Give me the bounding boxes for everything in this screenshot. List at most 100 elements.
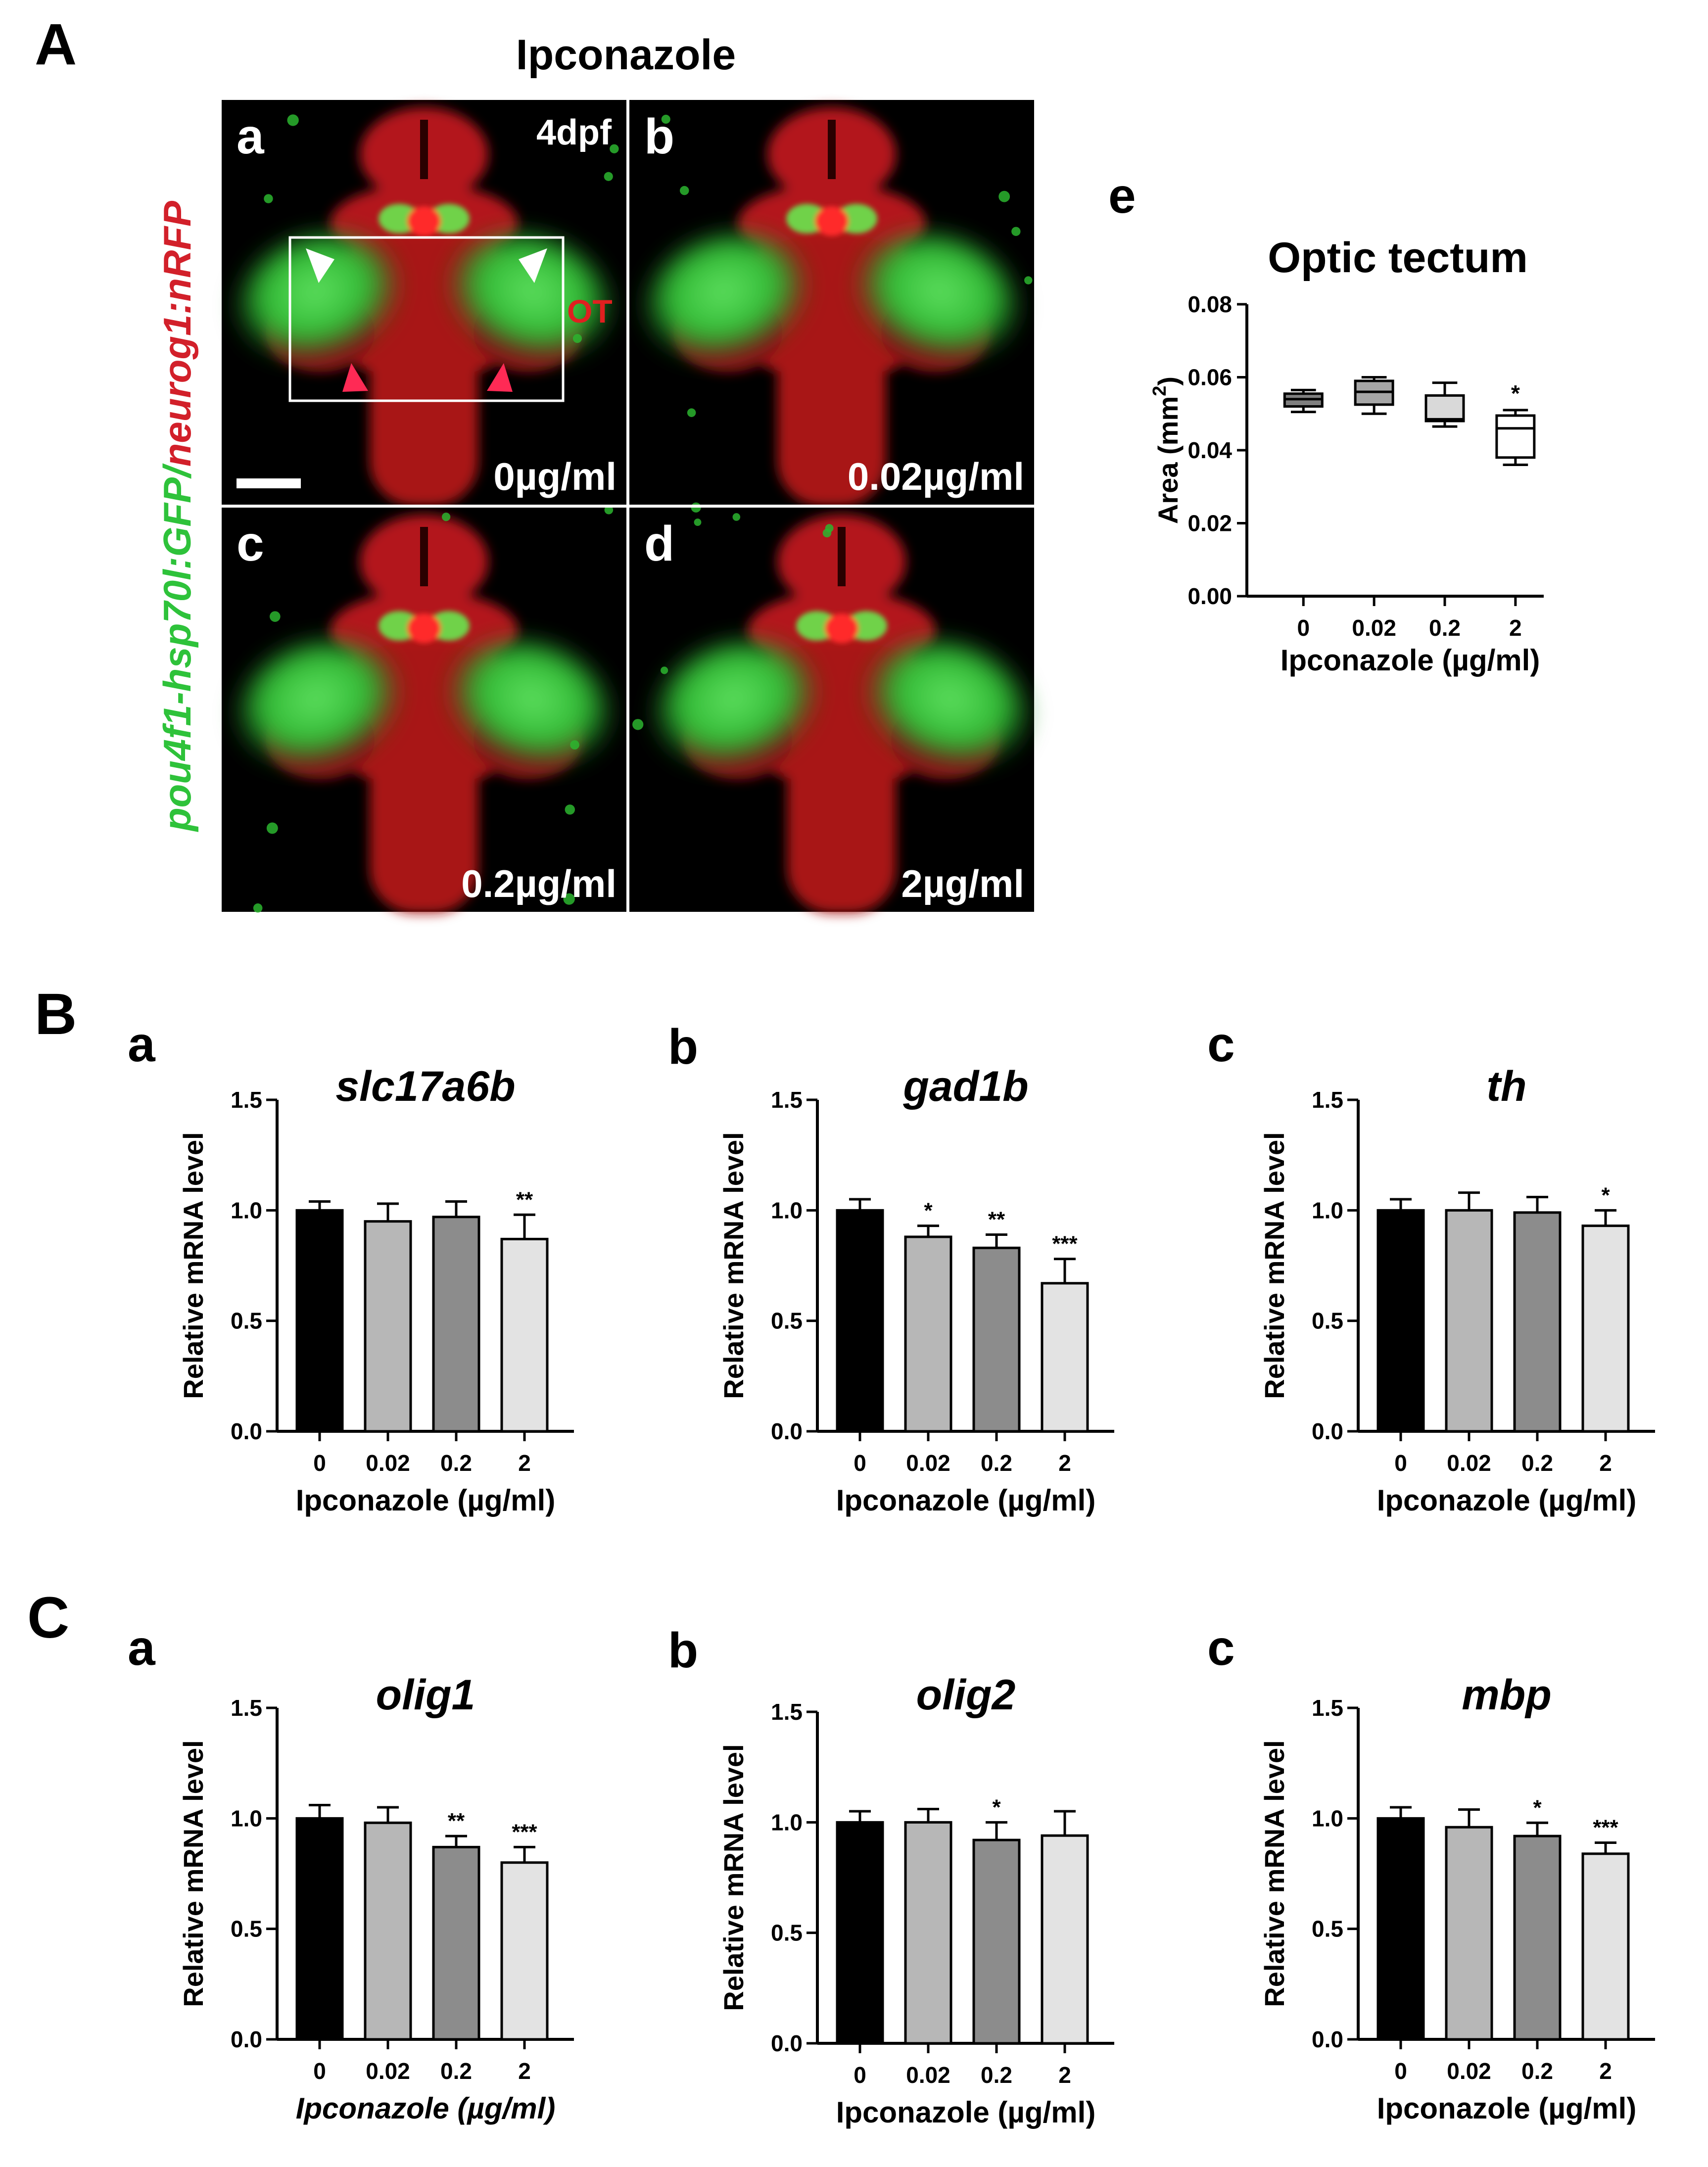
x-axis-label: Ipconazole (µg/ml) [836,2096,1096,2129]
y-tick-label: 1.0 [231,1805,262,1831]
chart-letter: a [128,1620,156,1676]
bar [295,1209,344,1433]
chart-letter: b [668,1019,698,1075]
y-tick-label: 0.0 [231,1418,262,1444]
significance-label: * [924,1199,933,1223]
y-tick-label: 1.0 [771,1809,803,1835]
x-tick-label: 0.02 [906,2062,950,2088]
ventricle-dark [828,120,836,179]
arrowhead-white-right [519,248,547,283]
x-axis-label: Ipconazole (µg/ml) [296,1484,556,1517]
x-tick-label: 0.2 [1429,615,1461,641]
significance-label: * [1533,1795,1542,1820]
bar [432,1845,480,2041]
y-axis-label: Relative mRNA level [1259,1132,1290,1399]
bar [1581,1852,1630,2041]
tectum-green-right [448,638,613,772]
small-nuclei [379,611,470,643]
y-tick-label: 1.0 [1312,1805,1343,1831]
hindbrain-red [370,337,478,506]
small-nuclei [796,611,887,643]
chart-title: gad1b [902,1063,1028,1110]
scattered-green-cell [694,518,702,526]
scattered-green-cell [269,611,281,622]
bar [1041,1282,1089,1433]
y-axis-label: Relative mRNA level [178,1740,209,2007]
x-axis-label: Ipconazole (µg/ml) [1281,644,1540,677]
bar [1376,1817,1425,2041]
scattered-green-cell [266,822,278,834]
x-tick-label: 0.2 [440,2058,472,2084]
tectum-green-left [235,638,400,772]
x-tick-label: 0.2 [981,2062,1012,2088]
bar [904,1235,952,1433]
x-tick-label: 0.2 [1521,1450,1553,1476]
green-tectum-signal [643,231,1021,365]
small-nuclei [379,204,470,236]
tile-letter: b [644,109,674,164]
hindbrain-red [370,745,478,913]
y-axis-label: Relative mRNA level [178,1132,209,1399]
y-tick-label: 0.5 [231,1916,262,1942]
x-tick-label: 0.02 [366,2058,410,2084]
nucleus-red-center [825,613,858,643]
y-tick-label: 0.5 [771,1308,803,1334]
scattered-green-cell [565,804,575,815]
panel-letter-B: B [35,982,77,1047]
micrograph-y-label-red: neurog1:nRFP [155,200,199,467]
y-tick-label: 0.5 [771,1920,803,1946]
scattered-green-cell [570,740,579,750]
y-tick-label: 0.02 [1187,511,1232,536]
bar [500,1861,549,2041]
y-tick-label: 0.5 [1312,1916,1343,1942]
chart-th: c th 0.0 0.5 1.0 1.5 0 0.02 0.2 2 * Ipconazole (µg/… [1207,1017,1655,1517]
y-tick-label: 0.0 [1312,2026,1343,2052]
x-tick-label: 0.2 [1521,2058,1553,2084]
scattered-green-cell [610,144,619,154]
scattered-green-cell [632,719,644,730]
y-tick-label: 0.5 [231,1308,262,1334]
significance-label: ** [448,1809,465,1833]
chart-title: mbp [1462,1671,1552,1719]
y-tick-label: 1.0 [771,1197,803,1223]
y-tick-label: 1.5 [231,1087,262,1113]
chart-title: slc17a6b [335,1063,515,1110]
chart-title: olig1 [376,1671,475,1719]
small-nuclei [786,204,877,236]
x-tick-label: 0.02 [906,1450,950,1476]
significance-label: * [1511,380,1520,406]
x-tick-label: 0 [1297,615,1310,641]
x-axis-label: Ipconazole (µg/ml) [1377,2092,1637,2125]
scattered-green-cell [441,513,451,521]
bar [836,1821,884,2045]
x-tick-label: 0.2 [981,1450,1012,1476]
y-tick-label: 0.06 [1187,365,1232,390]
box [1424,394,1465,423]
y-axis-label: Relative mRNA level [1259,1740,1290,2007]
y-tick-label: 0.00 [1187,583,1232,609]
x-tick-label: 0 [313,2058,326,2084]
bar [1581,1225,1630,1433]
scattered-green-cell [998,190,1010,202]
scale-bar [237,478,301,488]
y-axis-label: Area (mm2) [1149,377,1184,524]
tectum-green-right [855,231,1021,365]
x-tick-label: 0 [854,2062,866,2088]
scattered-green-cell [680,186,689,195]
ventricle-dark [838,527,846,586]
x-axis-label: Ipconazole (µg/ml) [836,1484,1096,1517]
y-tick-label: 1.5 [771,1699,803,1725]
chart-letter: c [1207,1620,1235,1676]
chart-title: olig2 [916,1671,1016,1719]
x-tick-label: 0 [1394,2058,1407,2084]
scattered-green-cell [604,505,614,515]
hindbrain-red [777,337,886,506]
x-tick-label: 0 [854,1450,866,1476]
panel-letter-A: A [35,12,77,77]
bar [1376,1209,1425,1433]
bar [500,1237,549,1433]
significance-label: * [1601,1183,1610,1207]
panel-A-title: Ipconazole [516,31,736,79]
scattered-green-cell [253,903,263,913]
x-tick-label: 0.02 [366,1450,410,1476]
